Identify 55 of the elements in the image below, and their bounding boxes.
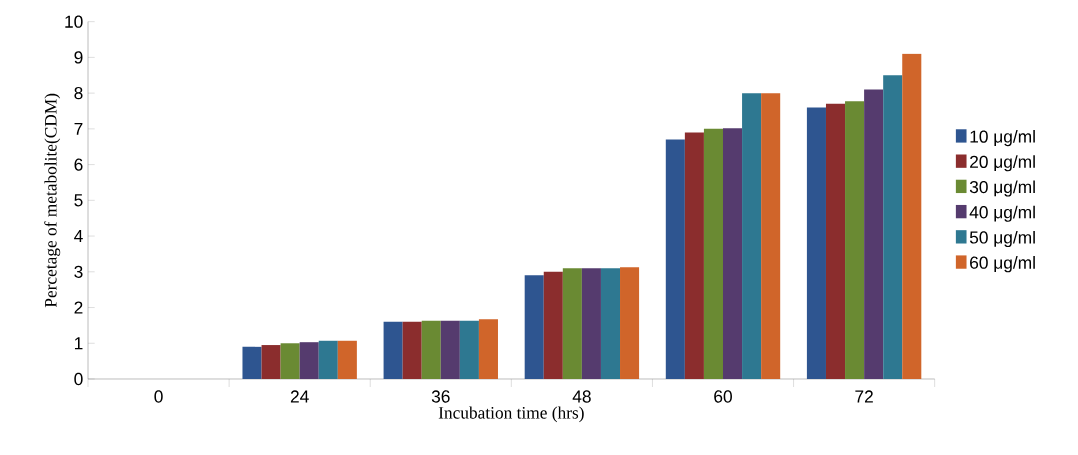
bar: [581, 268, 601, 379]
legend-label: 30 μg/ml: [969, 180, 1035, 197]
bar: [421, 320, 441, 379]
bar: [337, 340, 357, 379]
legend-label: 60 μg/ml: [970, 256, 1035, 273]
legend-label: 40 μg/ml: [969, 205, 1035, 222]
bar: [261, 345, 281, 379]
bar: [402, 321, 422, 379]
y-tick-label: 10: [65, 15, 83, 28]
y-tick-label: 0: [74, 372, 83, 386]
x-tick-label: 36: [431, 390, 450, 403]
y-tick-label: 6: [74, 158, 83, 171]
legend-label: 20 μg/ml: [970, 155, 1035, 172]
bar: [684, 132, 704, 379]
bar: [543, 271, 563, 379]
bar: [864, 89, 884, 379]
bar: [665, 139, 685, 379]
bar: [299, 342, 319, 379]
y-tick-label: 3: [74, 265, 83, 278]
legend-label: 10 μg/ml: [970, 129, 1035, 147]
bar: [620, 267, 640, 379]
bar: [883, 75, 903, 379]
y-tick-label: 5: [74, 194, 83, 207]
bar: [703, 128, 723, 379]
bar: [524, 275, 544, 379]
y-axis-title: Percetage of metabolite(CDM): [44, 93, 61, 308]
bar: [280, 343, 300, 379]
x-tick-label: 24: [290, 390, 309, 403]
legend-label: 50 μg/ml: [969, 230, 1035, 248]
bar: [459, 320, 479, 379]
bar: [806, 107, 826, 379]
bar: [722, 128, 743, 379]
x-tick-label: 48: [572, 390, 591, 403]
y-tick-label: 7: [74, 122, 83, 135]
bar: [440, 320, 460, 379]
y-tick-label: 9: [74, 51, 83, 64]
bar: [902, 53, 922, 379]
bar: [825, 103, 846, 379]
bar: [562, 268, 582, 379]
bar: [383, 321, 403, 379]
y-tick-label: 2: [74, 301, 83, 314]
bar: [478, 319, 498, 379]
x-tick-label: 0: [154, 390, 163, 403]
y-tick-label: 8: [74, 86, 83, 100]
bar: [242, 346, 262, 379]
y-tick-label: 4: [74, 230, 83, 243]
bar: [742, 93, 762, 379]
bar: [600, 268, 621, 379]
bar: [318, 340, 338, 379]
bar: [845, 101, 865, 379]
y-tick-label: 1: [74, 337, 83, 350]
x-axis-title: Incubation time (hrs): [438, 406, 584, 423]
x-tick-label: 60: [714, 390, 732, 403]
x-tick-label: 72: [855, 390, 873, 403]
bar: [761, 93, 781, 379]
